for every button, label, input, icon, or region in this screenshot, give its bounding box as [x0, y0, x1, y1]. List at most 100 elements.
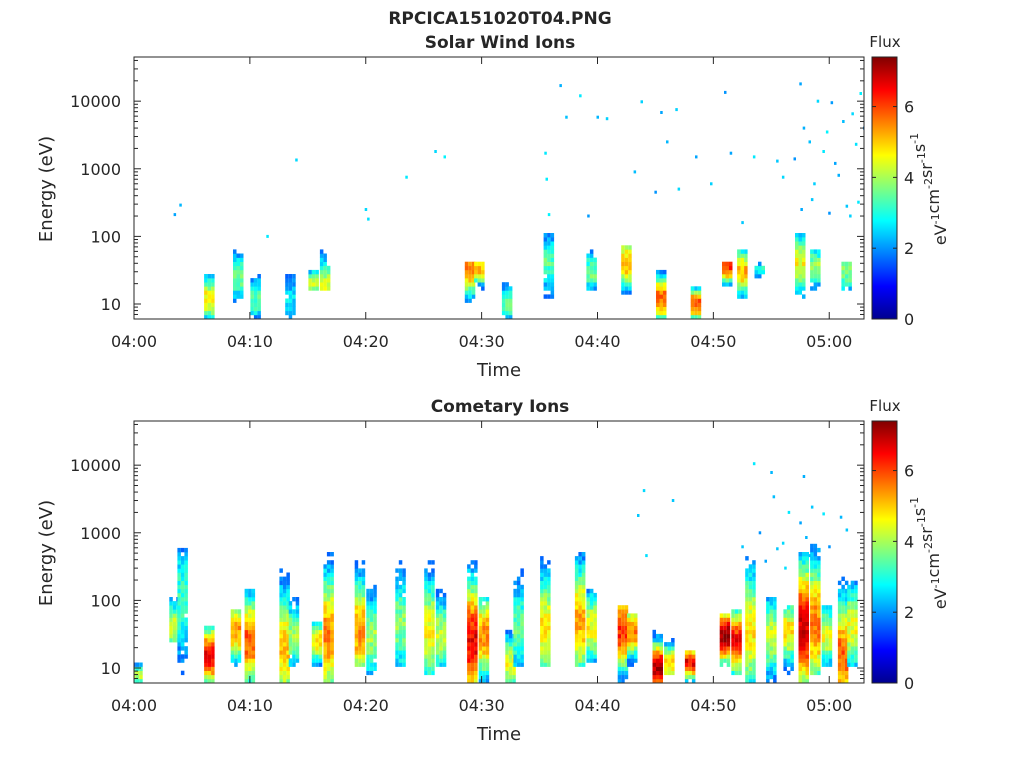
heatmap-cell — [817, 249, 821, 254]
heatmap-cell — [207, 662, 212, 667]
heatmap-cell — [369, 658, 374, 663]
heatmap-cell — [326, 658, 331, 663]
x-axis-label: Time — [476, 724, 521, 745]
sparse-point — [660, 111, 663, 114]
heatmap-cell — [330, 601, 334, 606]
heatmap-cell — [315, 646, 319, 651]
heatmap-cell — [543, 245, 548, 250]
heatmap-cell — [719, 658, 724, 663]
heatmap-cell — [358, 646, 362, 651]
heatmap-cell — [326, 670, 331, 676]
heatmap-cell — [315, 642, 319, 647]
heatmap-cell — [841, 278, 845, 283]
heatmap-cell — [802, 241, 806, 246]
heatmap-cell — [810, 572, 814, 577]
heatmap-cell — [850, 601, 855, 606]
heatmap-cell — [773, 658, 777, 663]
heatmap-cell — [184, 584, 188, 590]
heatmap-cell — [574, 662, 579, 667]
heatmap-cell — [624, 245, 629, 250]
heatmap-cell — [844, 674, 849, 680]
heatmap-cell — [543, 621, 548, 626]
heatmap-cell — [330, 646, 334, 651]
heatmap-cell — [474, 597, 478, 602]
heatmap-cell — [621, 642, 625, 647]
heatmap-cell — [442, 597, 447, 602]
heatmap-cell — [586, 605, 590, 610]
heatmap-cell — [744, 249, 748, 254]
heatmap-cell — [424, 568, 428, 573]
heatmap-cell — [744, 257, 748, 262]
sparse-point — [810, 198, 814, 202]
heatmap-cell — [667, 662, 672, 667]
heatmap-cell — [477, 269, 482, 275]
heatmap-cell — [204, 650, 208, 655]
heatmap-cell — [442, 621, 447, 626]
heatmap-cell — [821, 613, 826, 618]
heatmap-cell — [617, 666, 622, 671]
heatmap-cell — [211, 306, 215, 312]
heatmap-cell — [516, 646, 521, 651]
heatmap-cell — [837, 674, 842, 680]
heatmap-cell — [805, 609, 809, 614]
heatmap-cell — [230, 633, 235, 639]
heatmap-cell — [769, 670, 774, 676]
heatmap-cell — [783, 662, 787, 667]
heatmap-cell — [817, 642, 821, 647]
heatmap-cell — [589, 265, 594, 271]
sparse-point — [842, 120, 845, 123]
heatmap-cell — [737, 290, 741, 295]
heatmap-cell — [550, 233, 555, 238]
heatmap-cell — [810, 576, 814, 581]
heatmap-cell — [285, 278, 289, 283]
heatmap-cell — [323, 654, 327, 659]
heatmap-cell — [731, 625, 735, 631]
heatmap-cell — [248, 629, 252, 635]
heatmap-cell — [237, 621, 242, 626]
heatmap-cell — [286, 572, 290, 577]
heatmap-cell — [810, 261, 814, 267]
heatmap-cell — [369, 601, 374, 606]
heatmap-cell — [731, 617, 735, 622]
heatmap-cell — [474, 658, 478, 663]
heatmap-cell — [758, 261, 762, 267]
heatmap-cell — [323, 265, 327, 271]
heatmap-cell — [308, 282, 312, 287]
heatmap-cell — [627, 629, 631, 635]
heatmap-cell — [828, 609, 833, 614]
heatmap-cell — [802, 597, 806, 602]
heatmap-cell — [295, 633, 300, 639]
heatmap-cell — [810, 588, 814, 594]
heatmap-cell — [761, 269, 765, 275]
heatmap-cell — [624, 253, 629, 258]
heatmap-cell — [464, 265, 469, 271]
heatmap-cell — [427, 580, 432, 586]
heatmap-cell — [589, 646, 594, 651]
heatmap-cell — [659, 294, 663, 299]
heatmap-cell — [798, 233, 802, 238]
heatmap-cell — [435, 646, 440, 651]
heatmap-cell — [471, 282, 476, 287]
heatmap-cell — [854, 658, 858, 663]
heatmap-cell — [279, 654, 283, 659]
heatmap-cell — [723, 654, 727, 659]
heatmap-cell — [135, 662, 140, 667]
heatmap-cell — [540, 609, 544, 614]
heatmap-cell — [292, 650, 296, 655]
heatmap-cell — [279, 613, 283, 618]
heatmap-cell — [837, 662, 842, 667]
heatmap-cell — [292, 310, 296, 316]
heatmap-cell — [854, 605, 858, 610]
heatmap-cell — [402, 584, 406, 590]
heatmap-cell — [282, 629, 287, 635]
heatmap-cell — [282, 654, 287, 659]
sparse-point — [828, 211, 831, 215]
heatmap-cell — [786, 642, 791, 647]
heatmap-cell — [837, 601, 842, 606]
heatmap-cell — [395, 609, 399, 614]
heatmap-cell — [723, 650, 727, 655]
heatmap-cell — [207, 625, 212, 631]
heatmap-cell — [624, 605, 629, 610]
heatmap-cell — [847, 609, 851, 614]
heatmap-cell — [847, 633, 851, 639]
